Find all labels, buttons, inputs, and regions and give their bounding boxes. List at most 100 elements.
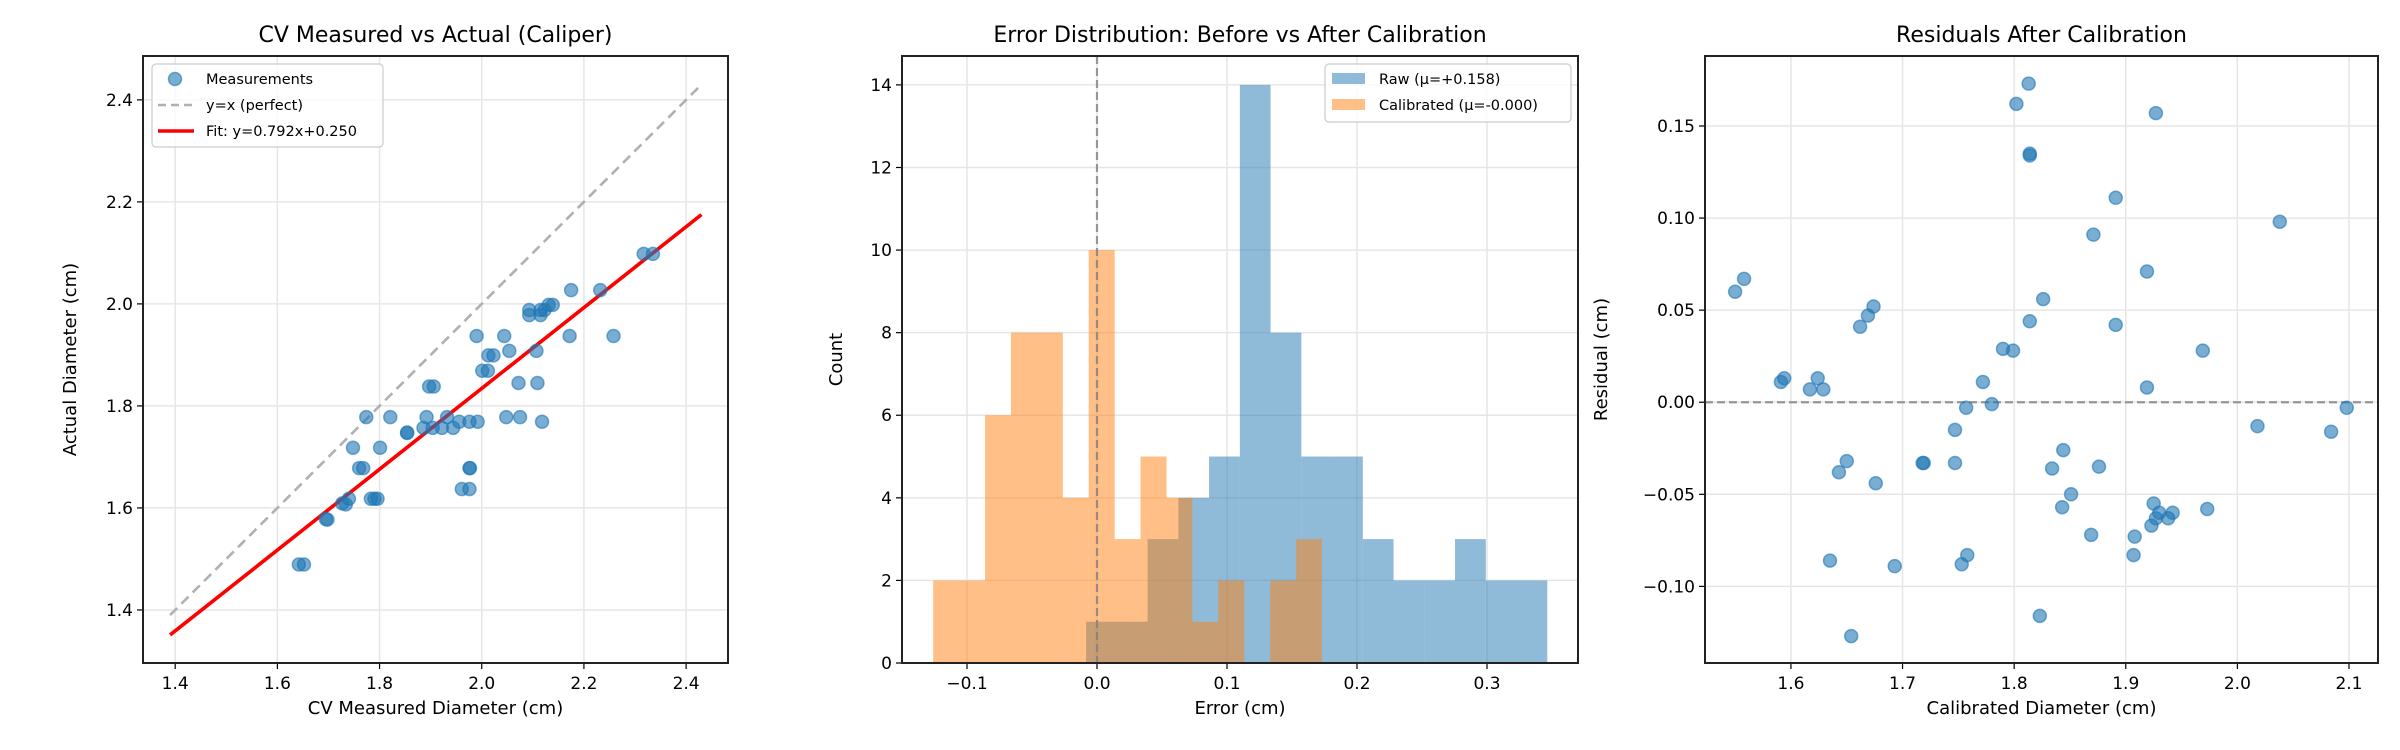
- data-point: [2086, 227, 2101, 242]
- histogram-bar-calibrated: [1166, 497, 1193, 663]
- x-tick-label: 1.7: [1889, 674, 1916, 694]
- data-point: [2148, 105, 2164, 121]
- data-point: [2199, 501, 2215, 517]
- x-tick-label: −0.1: [946, 674, 987, 694]
- data-point: [1852, 319, 1868, 334]
- chart-title: Error Distribution: Before vs After Cali…: [993, 23, 1486, 48]
- data-point: [2044, 461, 2060, 476]
- histogram-bar-raw: [1239, 84, 1271, 663]
- data-point: [1975, 374, 1991, 390]
- data-point: [545, 297, 561, 313]
- data-point: [529, 343, 544, 359]
- subplot-2: −0.1 0.0 0.1 0.2 0.3 0 2 4 6 8 10 12 14 Raw (μ=+0.158…: [826, 23, 1579, 719]
- y-tick-label: 1.6: [106, 499, 133, 519]
- data-point: [563, 282, 579, 298]
- data-point: [341, 491, 357, 507]
- legend: Raw (μ=+0.158) Calibrated (μ=-0.000): [1324, 63, 1572, 123]
- plot-area: [1705, 76, 2378, 644]
- x-axis-label: Error (cm): [1194, 698, 1285, 719]
- x-tick-label: 2.4: [673, 674, 700, 694]
- subplot-3: 1.6 1.7 1.8 1.9 2.0 2.1 −0.10 −0.05 0.00 0.05 0.10…: [1591, 23, 2379, 719]
- data-point: [1831, 464, 1847, 480]
- histogram-bar-calibrated: [1218, 580, 1245, 663]
- legend-label: Raw (μ=+0.158): [1379, 72, 1500, 88]
- data-point: [1887, 558, 1902, 574]
- y-tick-label: 14: [870, 76, 892, 96]
- histogram-bar-calibrated: [959, 580, 986, 663]
- data-point: [2126, 547, 2141, 563]
- y-tick-label: 0.15: [1657, 117, 1695, 137]
- x-tick-label: 0.1: [1213, 674, 1240, 694]
- x-tick-label: 0.0: [1083, 674, 1110, 694]
- data-point: [383, 409, 398, 425]
- chart-title: Residuals After Calibration: [1896, 23, 2187, 48]
- y-axis-label: Actual Diameter (cm): [60, 263, 81, 456]
- y-tick-label: 2.2: [106, 193, 133, 213]
- data-point: [2009, 96, 2024, 112]
- data-point: [462, 460, 478, 476]
- data-point: [359, 409, 374, 425]
- x-axis-label: Calibrated Diameter (cm): [1927, 698, 2157, 719]
- data-point: [511, 375, 526, 391]
- data-point: [2139, 264, 2155, 279]
- perfect-line: [169, 83, 703, 616]
- data-point: [1947, 422, 1963, 438]
- x-tick-label: 2.1: [2335, 674, 2362, 694]
- y-tick-label: 8: [881, 324, 892, 344]
- histogram-bar-raw: [1455, 539, 1486, 663]
- x-tick-label: 1.8: [2001, 674, 2028, 694]
- y-tick-label: −0.10: [1643, 577, 1695, 597]
- chart-title: CV Measured vs Actual (Caliper): [258, 23, 612, 48]
- data-point: [2005, 343, 2021, 358]
- data-point: [486, 348, 501, 363]
- histogram-bar-calibrated: [1192, 621, 1219, 663]
- histogram-bar-raw: [1485, 580, 1517, 663]
- plot-area: [933, 56, 1548, 663]
- axes-frame: [142, 55, 729, 664]
- data-point: [2022, 148, 2038, 163]
- data-point: [534, 414, 550, 429]
- histogram-bar-calibrated: [1270, 580, 1297, 663]
- data-point: [499, 409, 514, 425]
- histogram-bar-calibrated: [933, 580, 960, 663]
- data-point: [419, 409, 434, 425]
- data-point: [2083, 527, 2099, 543]
- data-point: [1776, 371, 1792, 386]
- data-point: [2108, 317, 2123, 333]
- legend-swatch: [1332, 99, 1365, 110]
- data-point: [480, 363, 496, 378]
- data-point: [399, 425, 415, 440]
- data-point: [2063, 487, 2079, 502]
- histogram-bar-calibrated: [1296, 539, 1323, 663]
- data-point: [502, 343, 517, 359]
- x-tick-label: 1.9: [2112, 674, 2139, 694]
- data-point: [2127, 529, 2142, 544]
- x-tick-label: 1.4: [162, 674, 189, 694]
- data-point: [1822, 553, 1838, 568]
- data-point: [296, 557, 312, 572]
- data-point: [1916, 455, 1932, 471]
- y-tick-label: 1.4: [106, 601, 133, 621]
- data-point: [1802, 382, 1818, 397]
- data-point: [2195, 343, 2211, 358]
- data-point: [593, 282, 608, 298]
- y-tick-label: 1.8: [106, 397, 133, 417]
- data-point: [470, 414, 485, 429]
- histogram-bar-calibrated: [1088, 250, 1115, 663]
- x-tick-label: 0.2: [1343, 674, 1370, 694]
- histogram-bar-raw: [1424, 580, 1456, 663]
- data-point: [1839, 453, 1854, 469]
- data-point: [512, 409, 528, 425]
- y-tick-label: 0: [881, 654, 892, 674]
- x-tick-label: 2.2: [570, 674, 597, 694]
- data-point: [1960, 547, 1975, 563]
- data-point: [439, 409, 455, 425]
- data-point: [645, 246, 661, 262]
- histogram-bar-calibrated: [985, 415, 1011, 663]
- data-point: [370, 491, 385, 507]
- data-point: [1866, 299, 1881, 314]
- x-tick-label: 2.0: [2224, 674, 2251, 694]
- data-point: [1958, 400, 1974, 416]
- x-tick-label: 0.3: [1473, 674, 1500, 694]
- data-point: [2021, 76, 2036, 91]
